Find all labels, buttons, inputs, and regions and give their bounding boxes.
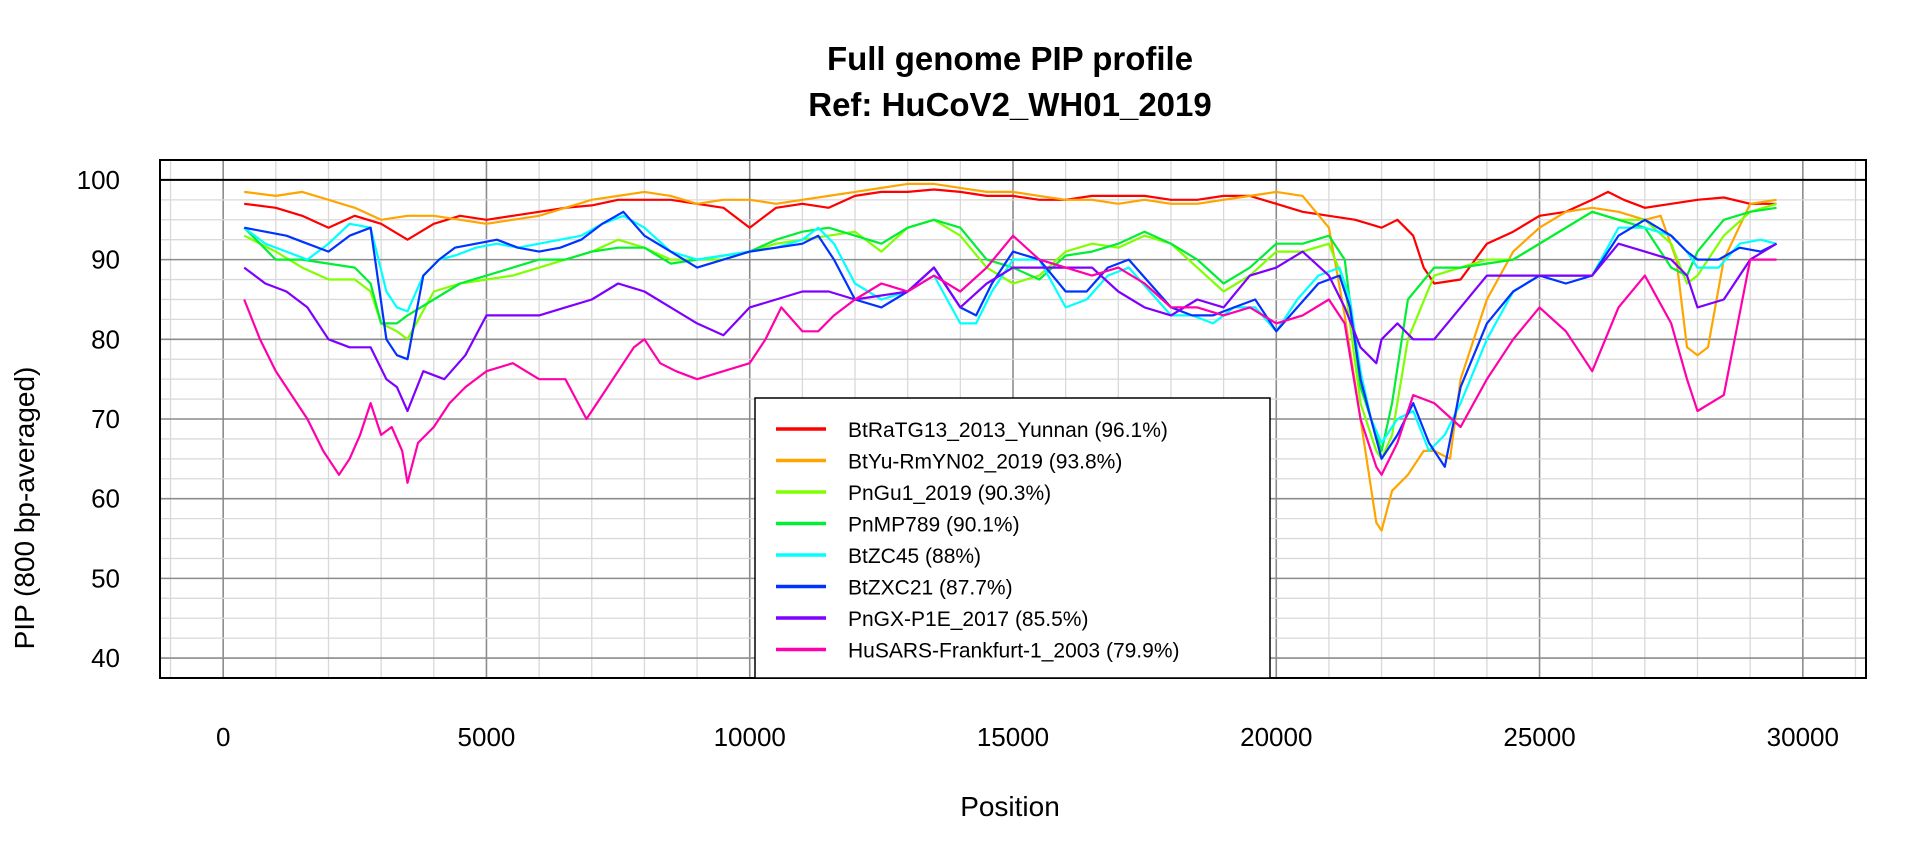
y-tick-label: 60 bbox=[91, 484, 120, 514]
x-tick-label: 15000 bbox=[977, 722, 1049, 752]
legend-label: PnGu1_2019 (90.3%) bbox=[848, 482, 1051, 505]
legend-label: PnMP789 (90.1%) bbox=[848, 514, 1020, 537]
legend-label: BtZXC21 (87.7%) bbox=[848, 577, 1013, 600]
legend-label: BtYu-RmYN02_2019 (93.8%) bbox=[848, 451, 1122, 474]
series-line-1 bbox=[244, 188, 1777, 285]
series-line-4 bbox=[243, 206, 1777, 452]
series-line-6 bbox=[243, 210, 1777, 468]
x-tick-label: 5000 bbox=[458, 722, 516, 752]
x-tick-label: 10000 bbox=[714, 722, 786, 752]
y-tick-label: 80 bbox=[91, 324, 120, 354]
legend-box bbox=[754, 397, 1271, 679]
series-lines bbox=[243, 182, 1778, 532]
legend-label: PnGX-P1E_2017 (85.5%) bbox=[848, 608, 1088, 631]
y-tick-label: 100 bbox=[77, 165, 120, 195]
legend-label: BtRaTG13_2013_Yunnan (96.1%) bbox=[848, 419, 1168, 442]
legend-label: HuSARS-Frankfurt-1_2003 (79.9%) bbox=[848, 640, 1179, 663]
chart-subtitle: Ref: HuCoV2_WH01_2019 bbox=[808, 86, 1211, 123]
series-line-7 bbox=[243, 242, 1778, 413]
y-tick-label: 90 bbox=[91, 245, 120, 275]
chart-title: Full genome PIP profile bbox=[827, 40, 1193, 77]
x-tick-label: 20000 bbox=[1240, 722, 1312, 752]
y-tick-label: 70 bbox=[91, 404, 120, 434]
x-axis-label: Position bbox=[960, 791, 1060, 822]
y-axis-label: PIP (800 bp-averaged) bbox=[9, 367, 40, 650]
legend-label: BtZC45 (88%) bbox=[848, 545, 981, 568]
legend: BtRaTG13_2013_Yunnan (96.1%) BtYu-RmYN02_… bbox=[754, 397, 1271, 679]
series-line-5 bbox=[243, 214, 1777, 452]
x-tick-label: 30000 bbox=[1767, 722, 1839, 752]
series-line-8 bbox=[243, 234, 1777, 484]
y-tick-label: 50 bbox=[91, 563, 120, 593]
y-tick-label: 40 bbox=[91, 643, 120, 673]
x-tick-label: 25000 bbox=[1503, 722, 1575, 752]
x-tick-label: 0 bbox=[216, 722, 230, 752]
series-line-2 bbox=[244, 182, 1777, 532]
axis-ticks: 0 5000 10000 15000 20000 25000 30000 40 50 60 70 80… bbox=[77, 165, 1839, 752]
